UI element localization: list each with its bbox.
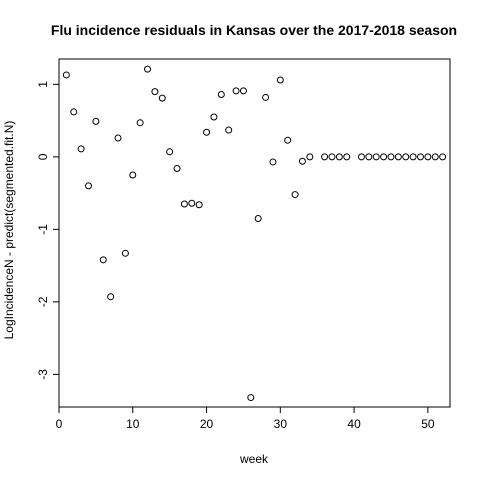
- data-point: [239, 87, 247, 95]
- data-point: [144, 65, 152, 73]
- data-point: [195, 201, 203, 209]
- x-tick-label: 30: [274, 417, 288, 431]
- data-point: [276, 76, 284, 84]
- data-point: [121, 249, 129, 257]
- data-point: [166, 148, 174, 156]
- data-point: [321, 153, 329, 161]
- data-point: [107, 293, 115, 301]
- data-point: [151, 88, 159, 96]
- data-point: [217, 91, 225, 99]
- data-point: [232, 87, 240, 95]
- data-point: [439, 153, 447, 161]
- data-point: [158, 94, 166, 102]
- data-point: [262, 93, 270, 101]
- data-point: [62, 71, 70, 79]
- data-point: [431, 153, 439, 161]
- x-tick-label: 20: [200, 417, 214, 431]
- data-point: [77, 145, 85, 153]
- data-point: [328, 153, 336, 161]
- data-point: [365, 153, 373, 161]
- data-point: [402, 153, 410, 161]
- data-point: [180, 200, 188, 208]
- data-point: [298, 157, 306, 165]
- data-point: [129, 171, 137, 179]
- data-point: [380, 153, 388, 161]
- data-point: [136, 119, 144, 127]
- x-tick-label: 40: [347, 417, 361, 431]
- y-tick-label: 1: [36, 81, 50, 88]
- data-point: [247, 394, 255, 402]
- data-point: [92, 117, 100, 125]
- data-point: [70, 108, 78, 116]
- data-point: [99, 256, 107, 264]
- data-point: [306, 153, 314, 161]
- y-tick-label: -1: [36, 224, 50, 235]
- data-point: [114, 134, 122, 142]
- data-point: [335, 153, 343, 161]
- data-point: [343, 153, 351, 161]
- y-axis: -3 -2 -1 0 1: [36, 81, 60, 380]
- x-tick-label: 50: [421, 417, 435, 431]
- chart-title: Flu incidence residuals in Kansas over t…: [51, 22, 457, 38]
- data-point: [225, 126, 233, 134]
- data-point: [284, 136, 292, 144]
- data-point: [85, 182, 93, 190]
- x-axis-label: week: [239, 452, 269, 466]
- data-point: [291, 191, 299, 199]
- x-tick-label: 0: [56, 417, 63, 431]
- data-point: [416, 153, 424, 161]
- data-point: [424, 153, 432, 161]
- x-axis: 0 10 20 30 40 50: [56, 406, 435, 431]
- data-point: [188, 199, 196, 207]
- data-point: [254, 215, 262, 222]
- data-point: [387, 153, 395, 161]
- data-point: [372, 153, 380, 161]
- data-points: [62, 65, 447, 402]
- y-tick-label: 0: [36, 153, 50, 160]
- data-point: [210, 113, 218, 121]
- data-point: [203, 128, 211, 136]
- data-point: [357, 153, 365, 161]
- data-point: [269, 158, 277, 166]
- data-point: [409, 153, 417, 161]
- x-tick-label: 10: [126, 417, 140, 431]
- data-point: [173, 164, 181, 172]
- data-point: [394, 153, 402, 161]
- y-axis-label: LogIncidenceN - predict(segmented.fit.N): [2, 121, 16, 340]
- y-tick-label: -3: [36, 369, 50, 380]
- plot-frame: [58, 58, 451, 408]
- y-tick-label: -2: [36, 296, 50, 307]
